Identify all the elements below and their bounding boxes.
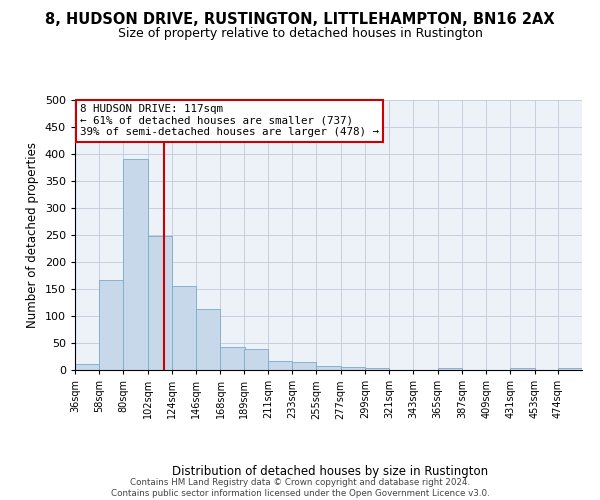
Bar bbox=[196, 309, 220, 370]
Bar bbox=[220, 348, 245, 370]
Bar bbox=[511, 368, 535, 370]
Bar bbox=[341, 367, 365, 370]
Bar bbox=[268, 361, 292, 370]
Text: 8 HUDSON DRIVE: 117sqm
← 61% of detached houses are smaller (737)
39% of semi-de: 8 HUDSON DRIVE: 117sqm ← 61% of detached… bbox=[80, 104, 379, 137]
Text: 8, HUDSON DRIVE, RUSTINGTON, LITTLEHAMPTON, BN16 2AX: 8, HUDSON DRIVE, RUSTINGTON, LITTLEHAMPT… bbox=[45, 12, 555, 28]
Bar bbox=[148, 236, 172, 370]
Bar bbox=[558, 368, 582, 370]
Bar bbox=[437, 368, 462, 370]
Bar bbox=[75, 364, 99, 370]
Bar bbox=[244, 349, 268, 370]
Bar bbox=[292, 362, 316, 370]
Bar bbox=[172, 286, 196, 370]
Bar bbox=[99, 280, 124, 370]
Bar bbox=[316, 366, 341, 370]
Text: Contains HM Land Registry data © Crown copyright and database right 2024.
Contai: Contains HM Land Registry data © Crown c… bbox=[110, 478, 490, 498]
Bar bbox=[124, 160, 148, 370]
Bar bbox=[365, 368, 389, 370]
Text: Size of property relative to detached houses in Rustington: Size of property relative to detached ho… bbox=[118, 28, 482, 40]
Text: Distribution of detached houses by size in Rustington: Distribution of detached houses by size … bbox=[172, 464, 488, 477]
Y-axis label: Number of detached properties: Number of detached properties bbox=[26, 142, 39, 328]
